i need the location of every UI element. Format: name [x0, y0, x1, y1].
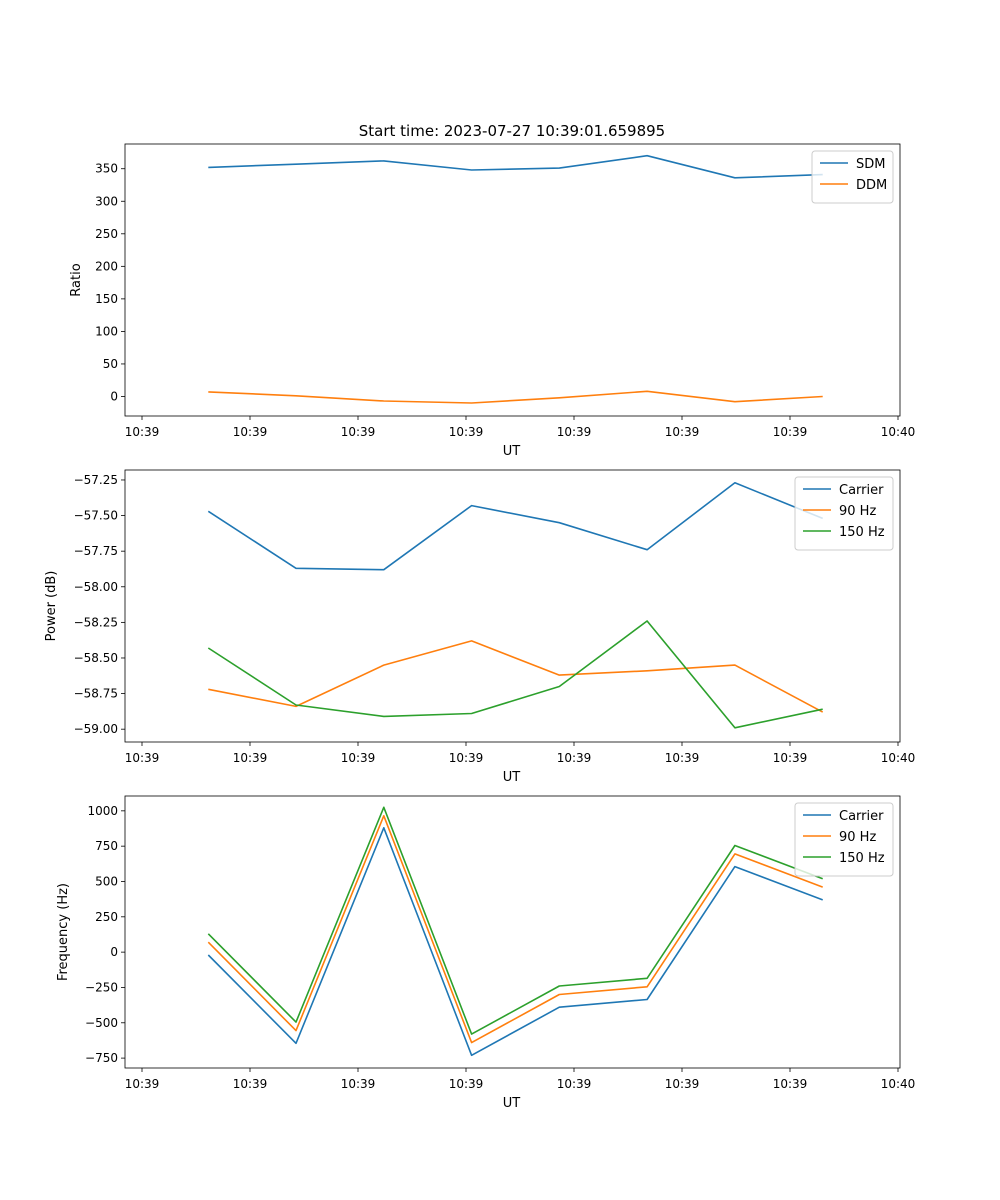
x-tick-label: 10:40	[881, 425, 916, 439]
y-axis-label: Frequency (Hz)	[56, 883, 71, 981]
x-axis-label: UT	[503, 1096, 521, 1111]
y-tick-label: 0	[110, 389, 118, 403]
legend-label: SDM	[856, 157, 885, 172]
x-tick-label: 10:39	[449, 1077, 484, 1091]
x-tick-label: 10:39	[665, 1077, 700, 1091]
x-tick-label: 10:39	[773, 425, 808, 439]
y-tick-label: 100	[95, 324, 118, 338]
x-tick-label: 10:40	[881, 751, 916, 765]
x-tick-label: 10:39	[125, 751, 160, 765]
plot-frame	[125, 144, 900, 416]
y-tick-label: 250	[95, 227, 118, 241]
y-axis-label: Ratio	[69, 263, 84, 296]
x-tick-label: 10:39	[233, 425, 268, 439]
series-line-150-hz	[208, 807, 822, 1034]
y-tick-label: 1000	[87, 804, 118, 818]
chart-title: Start time: 2023-07-27 10:39:01.659895	[359, 122, 665, 140]
y-tick-label: −750	[85, 1051, 118, 1065]
x-tick-label: 10:39	[341, 1077, 376, 1091]
subplot-ratio: 10:39 10:39 10:39 10:39 10:39 10:39 10:39 10:40…	[69, 144, 915, 459]
y-tick-label: 300	[95, 194, 118, 208]
subplot-frequency: 10:39 10:39 10:39 10:39 10:39 10:39 10:39 10:40…	[56, 796, 915, 1111]
y-tick-label: −58.25	[74, 615, 118, 629]
x-tick-label: 10:39	[773, 751, 808, 765]
x-tick-label: 10:40	[881, 1077, 916, 1091]
series-line-ddm	[208, 391, 822, 403]
y-tick-label: 50	[103, 357, 118, 371]
y-tick-label: 150	[95, 292, 118, 306]
x-tick-label: 10:39	[125, 1077, 160, 1091]
series-line-sdm	[208, 156, 822, 178]
y-tick-label: 500	[95, 874, 118, 888]
x-tick-label: 10:39	[233, 1077, 268, 1091]
legend-label: DDM	[856, 178, 887, 193]
plot-frame	[125, 796, 900, 1068]
legend-label: 90 Hz	[839, 504, 876, 519]
y-tick-label: −250	[85, 980, 118, 994]
y-tick-label: 200	[95, 259, 118, 273]
x-tick-label: 10:39	[341, 751, 376, 765]
x-tick-label: 10:39	[557, 425, 592, 439]
y-tick-label: −58.75	[74, 687, 118, 701]
x-tick-label: 10:39	[665, 425, 700, 439]
series-line-90-hz	[208, 641, 822, 712]
x-tick-label: 10:39	[233, 751, 268, 765]
series-line-carrier	[208, 483, 822, 570]
legend-label: Carrier	[839, 483, 884, 498]
y-tick-label: −57.25	[74, 473, 118, 487]
y-tick-label: −59.00	[74, 722, 118, 736]
legend-label: Carrier	[839, 809, 884, 824]
x-tick-label: 10:39	[449, 751, 484, 765]
figure: Start time: 2023-07-27 10:39:01.659895 1…	[0, 0, 1000, 1200]
series-line-90-hz	[208, 816, 822, 1043]
x-tick-label: 10:39	[665, 751, 700, 765]
x-tick-label: 10:39	[773, 1077, 808, 1091]
series-line-150-hz	[208, 621, 822, 728]
y-tick-label: −57.50	[74, 509, 118, 523]
y-tick-label: −58.50	[74, 651, 118, 665]
x-tick-label: 10:39	[449, 425, 484, 439]
x-tick-label: 10:39	[557, 1077, 592, 1091]
y-tick-label: −58.00	[74, 580, 118, 594]
y-tick-label: 0	[110, 945, 118, 959]
y-tick-label: 750	[95, 839, 118, 853]
y-axis-label: Power (dB)	[44, 571, 59, 642]
x-tick-label: 10:39	[341, 425, 376, 439]
subplot-power: 10:39 10:39 10:39 10:39 10:39 10:39 10:39 10:40…	[44, 470, 915, 785]
legend-label: 150 Hz	[839, 851, 885, 866]
y-tick-label: −57.75	[74, 544, 118, 558]
x-axis-label: UT	[503, 770, 521, 785]
x-axis-label: UT	[503, 444, 521, 459]
x-tick-label: 10:39	[557, 751, 592, 765]
y-tick-label: −500	[85, 1016, 118, 1030]
x-tick-label: 10:39	[125, 425, 160, 439]
y-tick-label: 350	[95, 162, 118, 176]
legend-label: 90 Hz	[839, 830, 876, 845]
legend-label: 150 Hz	[839, 525, 885, 540]
y-tick-label: 250	[95, 910, 118, 924]
